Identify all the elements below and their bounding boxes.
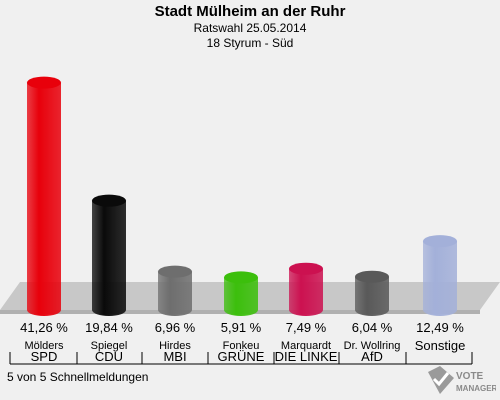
- bar-cap: [423, 235, 457, 248]
- bar-cdu: [92, 194, 126, 316]
- bar-spd: [27, 76, 61, 316]
- bar-body: [27, 82, 61, 316]
- candidate-label: Marquardt: [281, 340, 331, 352]
- election-name: Ratswahl 25.05.2014: [193, 21, 307, 35]
- party-label: CDU: [95, 349, 123, 364]
- chart-title: Stadt Mülheim an der Ruhr: [154, 3, 346, 20]
- value-label: 12,49 %: [416, 320, 464, 335]
- status-text: 5 von 5 Schnellmeldungen: [7, 370, 149, 384]
- district-name: 18 Styrum - Süd: [206, 36, 294, 50]
- bar-body: [355, 276, 389, 316]
- value-label: 5,91 %: [221, 320, 262, 335]
- bar-cap: [355, 270, 389, 283]
- bar-body: [289, 268, 323, 316]
- candidate-label: Spiegel: [91, 340, 128, 352]
- ballot-check-icon: [428, 366, 454, 394]
- party-label: DIE LINKE: [275, 349, 338, 364]
- candidate-label: Mölders: [24, 340, 64, 352]
- bar-die-linke: [289, 262, 323, 316]
- logo-subtext: MANAGER: [456, 384, 496, 393]
- candidate-label: Dr. Wollring: [344, 340, 401, 352]
- bar-mbi: [158, 265, 192, 316]
- value-label: 19,84 %: [85, 320, 133, 335]
- bar-body: [224, 277, 258, 316]
- logo-text: VOTE: [456, 371, 484, 382]
- bar-gr-ne: [224, 271, 258, 316]
- bar-body: [158, 271, 192, 316]
- chart-header: Stadt Mülheim an der Ruhr Ratswahl 25.05…: [0, 0, 500, 51]
- bar-cap: [158, 265, 192, 278]
- bar-cap: [224, 271, 258, 284]
- bar-sonstige: [423, 235, 457, 316]
- bar-cap: [27, 76, 61, 89]
- bar-cap: [289, 262, 323, 275]
- party-label: Sonstige: [415, 338, 466, 353]
- value-label: 6,04 %: [352, 320, 393, 335]
- bar-body: [423, 241, 457, 316]
- value-label: 6,96 %: [155, 320, 196, 335]
- value-label: 41,26 %: [20, 320, 68, 335]
- candidate-label: Fonkeu: [223, 340, 260, 352]
- party-label: AfD: [361, 349, 383, 364]
- party-label: GRÜNE: [218, 349, 265, 364]
- candidate-label: Hirdes: [159, 340, 191, 352]
- bar-afd: [355, 270, 389, 316]
- bar-body: [92, 200, 126, 316]
- value-label: 7,49 %: [286, 320, 327, 335]
- party-label: SPD: [31, 349, 58, 364]
- vote-manager-logo: VOTE MANAGER: [428, 366, 496, 394]
- bar-cap: [92, 194, 126, 207]
- party-label: MBI: [163, 349, 186, 364]
